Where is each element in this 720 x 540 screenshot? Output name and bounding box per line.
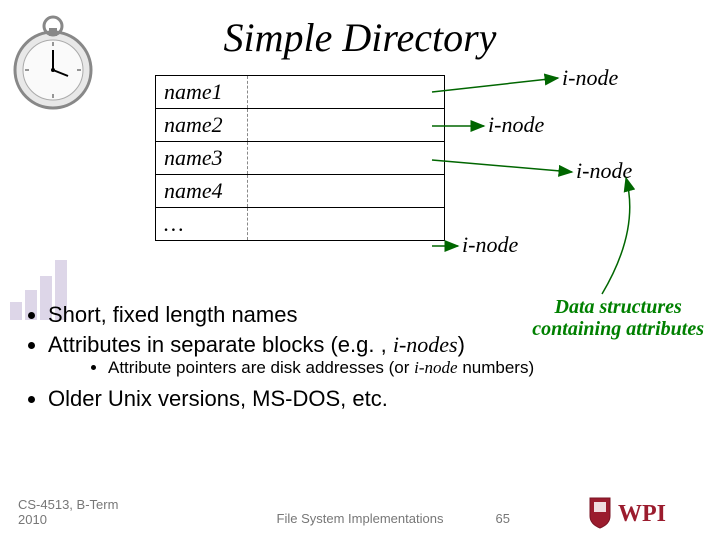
dir-name-cell: name2 (156, 109, 248, 142)
dir-name-cell: name3 (156, 142, 248, 175)
dir-name-cell: name4 (156, 175, 248, 208)
inode-label: i-node (562, 65, 618, 91)
inode-label: i-node (488, 112, 544, 138)
bullet-3: Older Unix versions, MS-DOS, etc. (48, 386, 700, 412)
wpi-logo: WPI (584, 494, 704, 530)
dir-name-cell: name1 (156, 76, 248, 109)
sub-bullet-text: Attribute pointers are disk addresses (o… (108, 358, 414, 377)
bullet-2-ital: i-nodes (393, 332, 458, 357)
dir-ptr-cell (248, 142, 445, 175)
bullet-3-text: Older Unix versions, MS-DOS, etc. (48, 386, 388, 411)
inode-label: i-node (576, 158, 632, 184)
dir-row: name1 (156, 76, 445, 109)
dir-row: name2 (156, 109, 445, 142)
bullet-list: Short, fixed length names Attributes in … (20, 302, 700, 416)
sub-bullet-ital: i-node (414, 358, 457, 377)
bullet-2: Attributes in separate blocks (e.g. , i-… (48, 332, 700, 378)
bullet-1-text: Short, fixed length names (48, 302, 297, 327)
svg-text:WPI: WPI (618, 501, 666, 527)
dir-ptr-cell (248, 175, 445, 208)
footer-pagenum: 65 (496, 511, 510, 526)
bullet-2-paren: (e.g. , (330, 332, 392, 357)
bullet-2-text: Attributes in separate blocks (48, 332, 330, 357)
footer-course: CS-4513, B-Term (18, 497, 118, 512)
slide-title: Simple Directory (0, 14, 720, 61)
slide: Simple Directory name1name2name3name4… i… (0, 0, 720, 540)
dir-ptr-cell (248, 76, 445, 109)
bullet-1: Short, fixed length names (48, 302, 700, 328)
dir-name-cell: … (156, 208, 248, 241)
sub-bullet-1: Attribute pointers are disk addresses (o… (108, 358, 700, 378)
dir-row: name3 (156, 142, 445, 175)
dir-ptr-cell (248, 109, 445, 142)
bullet-2-parenclose: ) (458, 332, 465, 357)
dir-row: … (156, 208, 445, 241)
inode-label: i-node (462, 232, 518, 258)
sub-bullet-after: numbers) (458, 358, 535, 377)
dir-row: name4 (156, 175, 445, 208)
directory-table: name1name2name3name4… (155, 75, 445, 241)
dir-ptr-cell (248, 208, 445, 241)
